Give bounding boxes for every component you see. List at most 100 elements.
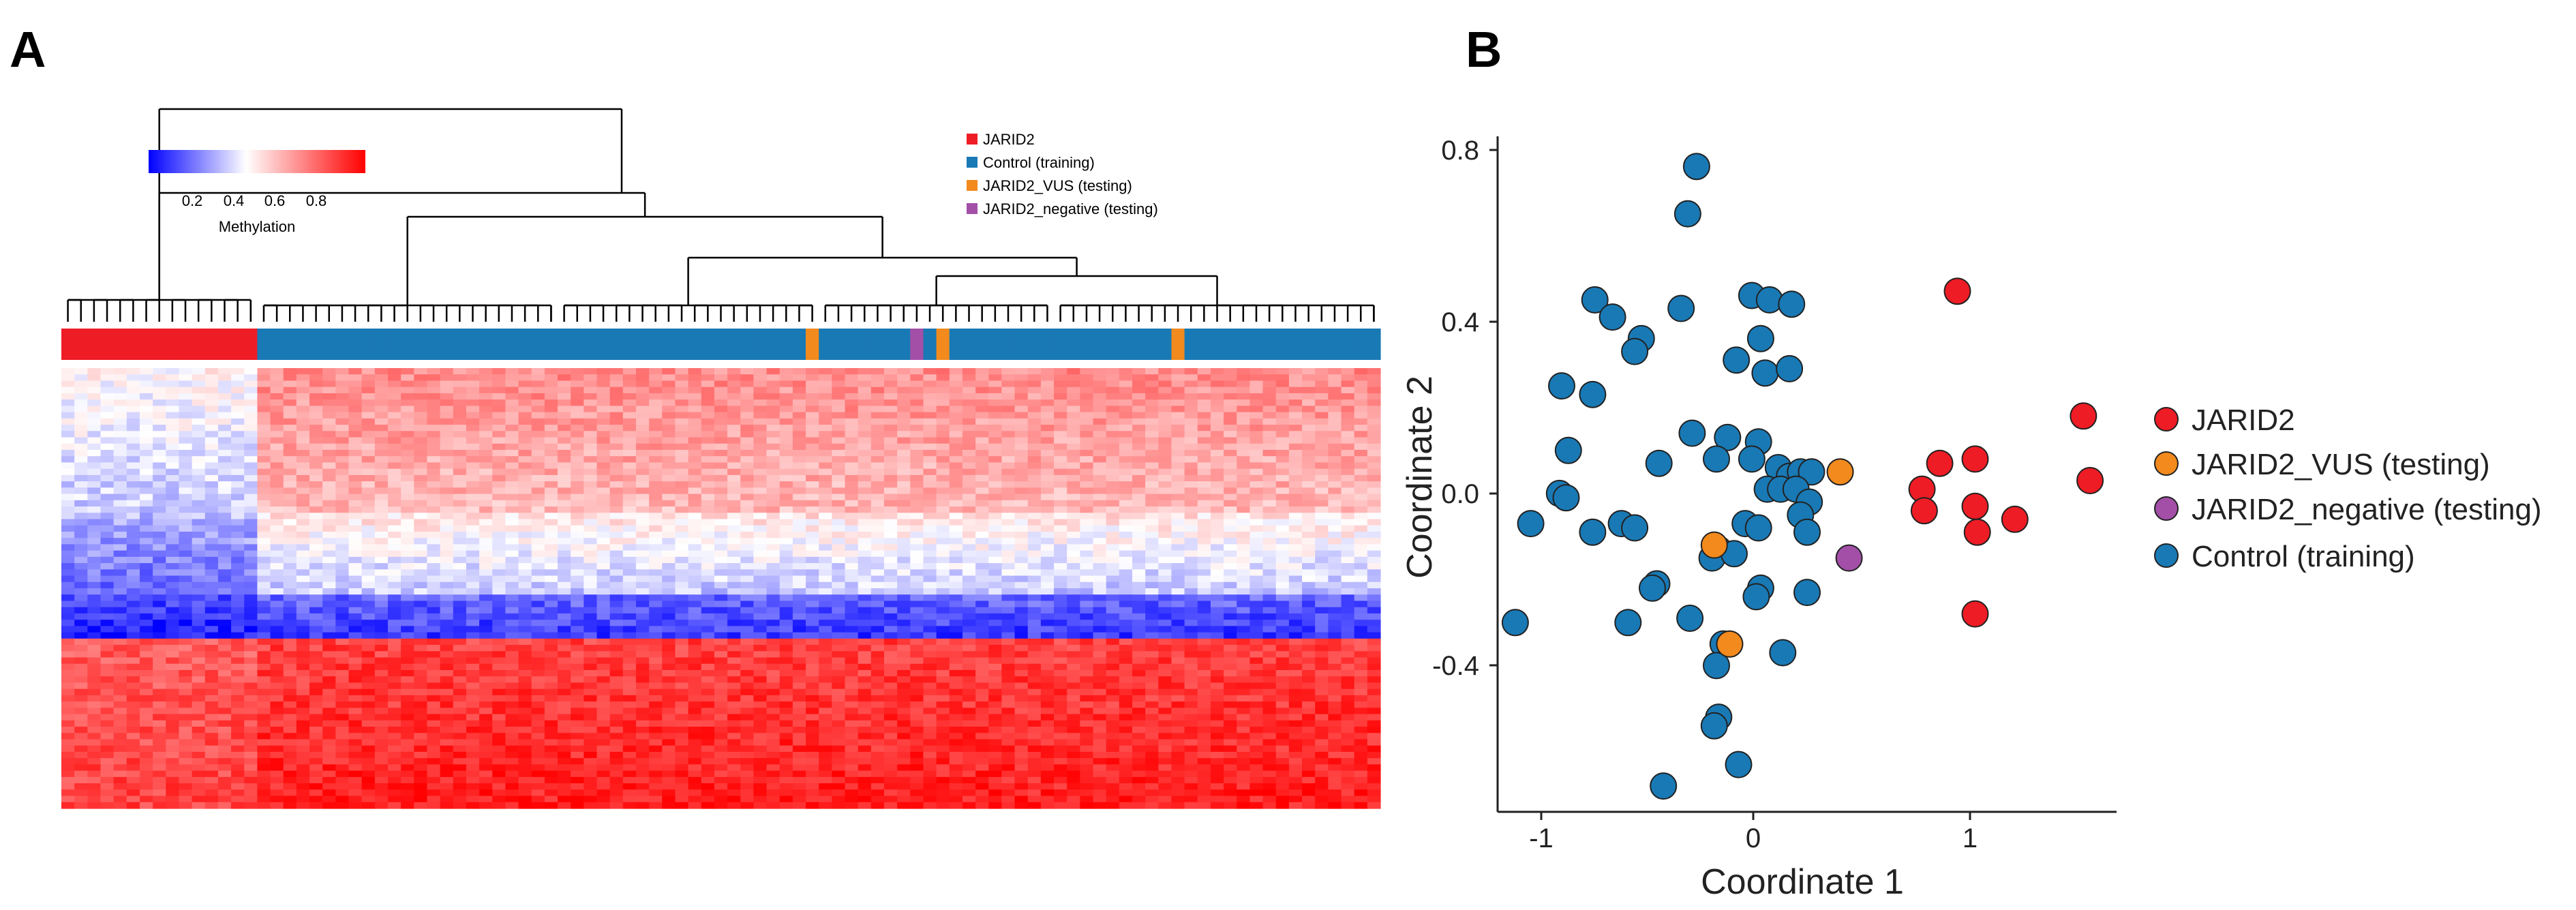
heatmap-cell [988, 437, 1003, 444]
heatmap-cell [87, 657, 102, 665]
heatmap-cell [1040, 569, 1055, 577]
heatmap-cell [414, 399, 428, 406]
heatmap-cell [427, 386, 441, 394]
heatmap-cell [61, 487, 75, 495]
heatmap-cell [740, 581, 754, 589]
heatmap-cell [727, 519, 741, 526]
heatmap-cell [753, 474, 768, 482]
heatmap-cell [1119, 462, 1133, 470]
heatmap-cell [1328, 626, 1342, 633]
heatmap-cell [727, 474, 741, 482]
heatmap-cell [910, 613, 924, 620]
heatmap-cell [544, 418, 558, 425]
heatmap-cell [1001, 544, 1016, 551]
heatmap-cell [936, 468, 950, 476]
heatmap-cell [1341, 613, 1355, 620]
heatmap-cell [479, 468, 493, 476]
annotation-cell [819, 329, 832, 360]
heatmap-cell [975, 500, 989, 507]
heatmap-cell [988, 544, 1003, 551]
heatmap-cell [1275, 437, 1290, 444]
heatmap-cell [296, 474, 310, 482]
heatmap-cell [949, 569, 963, 577]
heatmap-cell [283, 506, 297, 513]
heatmap-cell [505, 594, 519, 602]
heatmap-cell [348, 494, 363, 501]
heatmap-cell [335, 494, 350, 501]
heatmap-cell [257, 594, 271, 602]
heatmap-cell [1237, 431, 1251, 438]
heatmap-cell [309, 645, 323, 652]
heatmap-cell [962, 500, 976, 507]
heatmap-cell [179, 462, 193, 470]
heatmap-cell [1067, 626, 1080, 633]
heatmap-cell [662, 481, 676, 488]
heatmap-cell [139, 550, 153, 558]
heatmap-cell [257, 645, 271, 652]
heatmap-cell [1262, 594, 1277, 602]
heatmap-cell [1184, 651, 1198, 658]
heatmap-cell [296, 638, 310, 646]
heatmap-cell [897, 468, 911, 476]
heatmap-cell [1067, 525, 1080, 532]
heatmap-cell [883, 638, 898, 646]
heatmap-cell [779, 538, 793, 545]
heatmap-cell [936, 456, 950, 464]
heatmap-cell [1237, 588, 1251, 595]
heatmap-cell [1040, 519, 1055, 526]
heatmap-cell [505, 474, 519, 482]
heatmap-cell [322, 506, 336, 513]
heatmap-cell [622, 538, 637, 545]
heatmap-cell [910, 500, 924, 507]
heatmap-cell [779, 519, 793, 526]
heatmap-cell [1145, 386, 1159, 394]
heatmap-cell [806, 544, 819, 551]
heatmap-cell [740, 550, 754, 558]
heatmap-cell [701, 632, 715, 639]
heatmap-cell [126, 645, 140, 652]
heatmap-cell [531, 581, 545, 589]
heatmap-cell [100, 588, 115, 595]
heatmap-cell [649, 581, 663, 589]
heatmap-cell [166, 645, 180, 652]
heatmap-cell [832, 412, 846, 419]
heatmap-cell [1158, 556, 1172, 564]
heatmap-cell [622, 418, 637, 425]
heatmap-cell [1040, 563, 1055, 570]
heatmap-cell [126, 449, 140, 457]
heatmap-cell [505, 645, 519, 652]
heatmap-cell [361, 500, 376, 507]
heatmap-cell [558, 607, 571, 614]
heatmap-cell [779, 425, 793, 431]
heatmap-cell [505, 632, 519, 639]
heatmap-cell [374, 468, 389, 476]
heatmap-cell [832, 462, 846, 470]
heatmap-cell [231, 487, 245, 495]
heatmap-cell [923, 487, 937, 495]
heatmap-cell [479, 374, 493, 382]
heatmap-cell [635, 462, 650, 470]
heatmap-cell [1001, 468, 1016, 476]
heatmap-cell [819, 449, 832, 457]
heatmap-cell [126, 506, 140, 513]
heatmap-cell [883, 449, 898, 457]
heatmap-cell [322, 456, 336, 464]
heatmap-cell [179, 437, 193, 444]
heatmap-cell [975, 556, 989, 564]
heatmap-cell [492, 556, 506, 564]
heatmap-cell [387, 657, 401, 665]
heatmap-cell [662, 393, 676, 400]
heatmap-cell [1001, 418, 1016, 425]
heatmap-cell [675, 538, 689, 545]
heatmap-cell [1354, 581, 1368, 589]
heatmap-cell [1249, 638, 1264, 646]
heatmap-cell [166, 481, 180, 488]
heatmap-cell [231, 374, 245, 382]
heatmap-cell [100, 525, 115, 532]
heatmap-cell [910, 645, 924, 652]
heatmap-cell [584, 620, 598, 626]
heatmap-cell [558, 380, 571, 388]
heatmap-cell [936, 575, 950, 583]
heatmap-cell [688, 607, 702, 614]
heatmap-cell [897, 425, 911, 431]
